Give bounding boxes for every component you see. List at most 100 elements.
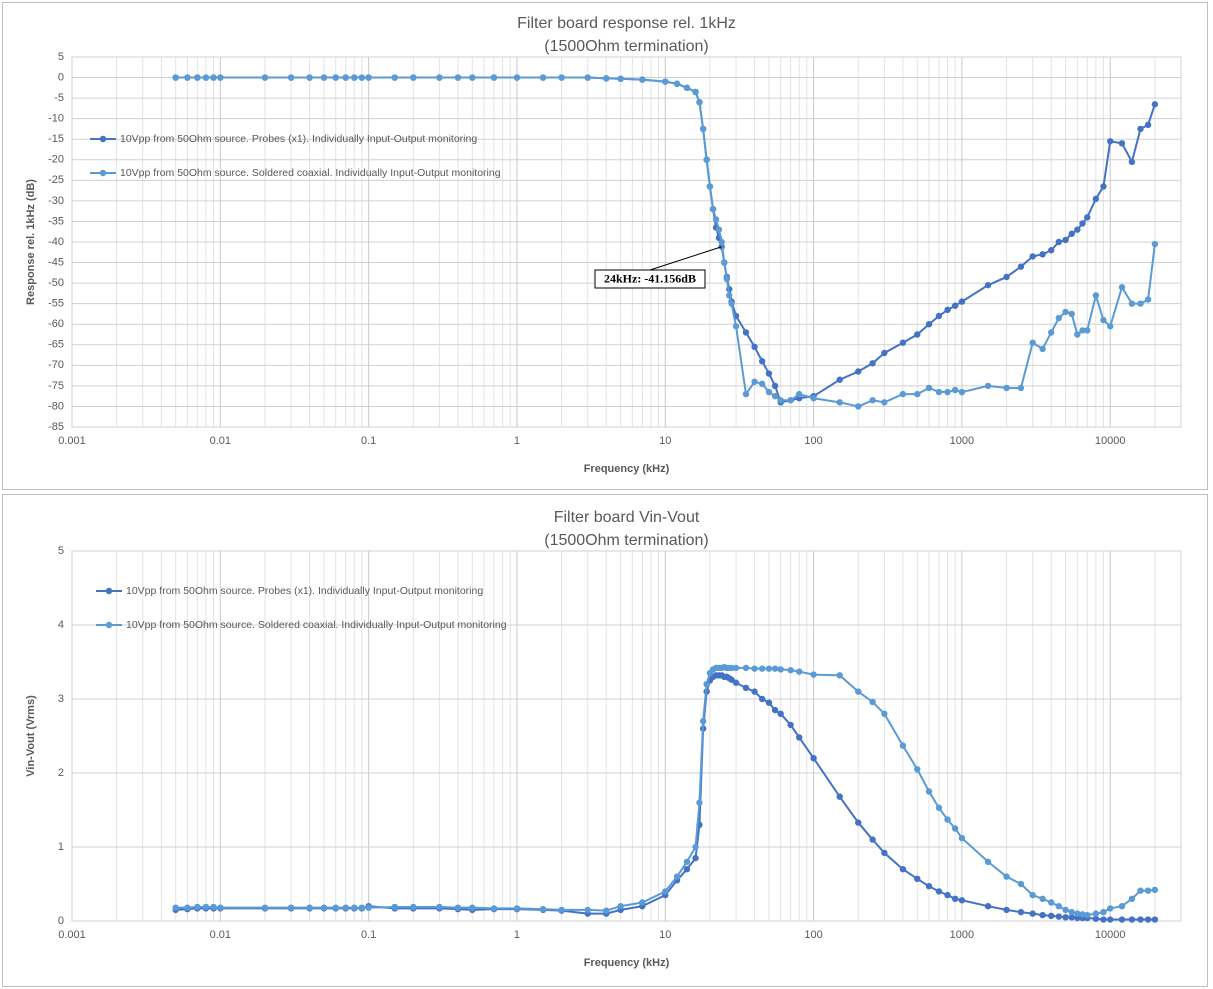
data-point bbox=[194, 903, 201, 911]
x-tick-label: 10 bbox=[659, 929, 671, 941]
data-point bbox=[958, 388, 966, 396]
data-point bbox=[539, 905, 547, 913]
data-point bbox=[1074, 331, 1081, 338]
data-point bbox=[1151, 916, 1159, 923]
data-point bbox=[709, 205, 717, 213]
data-point bbox=[365, 74, 372, 81]
data-point bbox=[1128, 895, 1136, 902]
data-point bbox=[796, 668, 803, 675]
data-point bbox=[914, 875, 921, 883]
data-point bbox=[1092, 910, 1100, 917]
y-tick-label: 1 bbox=[58, 841, 64, 853]
data-point bbox=[662, 78, 669, 85]
data-point bbox=[1128, 300, 1136, 307]
data-point bbox=[881, 710, 888, 717]
data-point bbox=[751, 378, 758, 385]
chart-subtitle: (1500Ohm termination) bbox=[544, 532, 709, 549]
data-point bbox=[984, 858, 992, 865]
legend-marker bbox=[99, 169, 107, 177]
data-point bbox=[202, 74, 210, 81]
data-point bbox=[1048, 247, 1055, 254]
data-point bbox=[469, 74, 476, 81]
data-point bbox=[771, 392, 779, 400]
data-point bbox=[869, 397, 876, 404]
data-point bbox=[1151, 886, 1159, 894]
x-tick-label: 1000 bbox=[950, 929, 974, 941]
y-tick-label: -35 bbox=[48, 215, 64, 227]
data-point bbox=[1062, 236, 1069, 244]
data-point bbox=[914, 766, 921, 773]
y-tick-label: -75 bbox=[48, 380, 64, 392]
data-point bbox=[1107, 138, 1114, 145]
data-point bbox=[1100, 916, 1107, 923]
data-point bbox=[836, 793, 843, 800]
y-tick-label: -10 bbox=[48, 113, 64, 125]
data-point bbox=[899, 390, 907, 398]
chart-subtitle: (1500Ohm termination) bbox=[544, 38, 709, 55]
data-point bbox=[758, 665, 766, 672]
data-point bbox=[758, 695, 766, 703]
data-point bbox=[603, 75, 610, 82]
data-point bbox=[721, 259, 728, 266]
data-point bbox=[899, 742, 907, 749]
x-tick-label: 100 bbox=[804, 929, 822, 941]
data-point bbox=[751, 343, 758, 351]
data-point bbox=[410, 74, 417, 81]
data-point bbox=[796, 390, 803, 398]
data-point bbox=[925, 321, 933, 328]
data-point bbox=[1079, 220, 1086, 227]
data-point bbox=[1003, 906, 1010, 914]
data-point bbox=[1055, 903, 1062, 910]
data-point bbox=[1151, 101, 1159, 108]
data-point bbox=[1048, 329, 1055, 336]
y-tick-label: -25 bbox=[48, 174, 64, 186]
data-point bbox=[1137, 887, 1144, 894]
x-tick-label: 0.1 bbox=[361, 435, 376, 447]
data-point bbox=[984, 382, 992, 390]
data-point bbox=[1003, 384, 1010, 392]
data-point bbox=[1029, 910, 1036, 917]
data-point bbox=[1118, 284, 1126, 291]
data-point bbox=[584, 906, 591, 914]
data-point bbox=[1055, 314, 1062, 322]
data-point bbox=[935, 888, 943, 895]
data-point bbox=[984, 281, 992, 289]
data-point bbox=[210, 74, 217, 81]
data-point bbox=[1029, 891, 1036, 899]
data-point bbox=[899, 339, 907, 346]
data-point bbox=[673, 873, 681, 880]
legend-label: 10Vpp from 50Ohm source. Probes (x1). In… bbox=[120, 133, 477, 145]
data-point bbox=[726, 292, 733, 299]
data-point bbox=[202, 903, 210, 911]
data-point bbox=[1017, 880, 1025, 888]
data-point bbox=[869, 836, 876, 843]
data-point bbox=[1068, 908, 1075, 916]
x-tick-label: 1 bbox=[514, 929, 520, 941]
data-point bbox=[855, 403, 862, 410]
data-point bbox=[469, 904, 476, 911]
data-point bbox=[810, 671, 817, 678]
x-axis-title: Frequency (kHz) bbox=[584, 463, 670, 475]
data-point bbox=[358, 74, 366, 81]
data-point bbox=[1118, 140, 1126, 147]
data-point bbox=[777, 710, 784, 717]
data-point bbox=[836, 672, 843, 679]
data-point bbox=[1084, 214, 1091, 221]
data-point bbox=[712, 216, 720, 223]
data-point bbox=[723, 275, 731, 283]
data-point bbox=[925, 788, 933, 795]
data-point bbox=[603, 907, 610, 914]
data-point bbox=[194, 74, 201, 81]
data-point bbox=[1144, 887, 1152, 894]
data-point bbox=[777, 666, 784, 673]
data-point bbox=[881, 849, 888, 857]
legend-label: 10Vpp from 50Ohm source. Soldered coaxia… bbox=[120, 167, 501, 179]
plot-frame bbox=[71, 56, 1182, 428]
x-tick-label: 10000 bbox=[1095, 435, 1126, 447]
x-tick-label: 10 bbox=[659, 435, 671, 447]
data-point bbox=[944, 306, 951, 314]
data-point bbox=[925, 883, 933, 890]
data-point bbox=[935, 388, 943, 396]
data-point bbox=[732, 323, 740, 330]
